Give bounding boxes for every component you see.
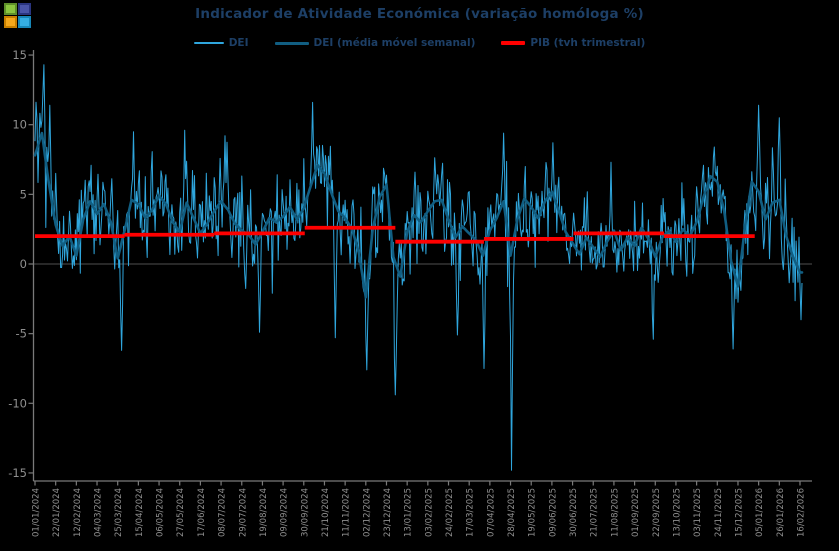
y-tick-label: 10: [12, 118, 27, 132]
x-tick-label: 19/05/2025: [528, 488, 538, 537]
x-tick-label: 08/07/2024: [218, 488, 228, 537]
x-tick-label: 01/09/2025: [631, 488, 641, 537]
x-tick-label: 19/08/2024: [259, 488, 269, 537]
x-tick-label: 22/09/2025: [652, 488, 662, 537]
x-tick-label: 16/02/2026: [797, 488, 807, 537]
app-icon-square-blue: [18, 3, 31, 15]
x-tick-label: 28/04/2025: [507, 488, 517, 537]
dei-moving-average-line: [33, 131, 804, 299]
y-tick-label: -10: [8, 396, 27, 410]
x-tick-label: 21/10/2024: [321, 488, 331, 537]
legend-item-dei: DEI: [193, 37, 249, 49]
x-tick-label: 09/06/2025: [548, 488, 558, 537]
x-tick-label: 27/05/2024: [176, 488, 186, 537]
chart-legend: DEI DEI (média móvel semanal) PIB (tvh t…: [0, 37, 839, 49]
x-tick-label: 17/06/2024: [197, 488, 207, 537]
x-tick-label: 11/08/2025: [610, 488, 620, 537]
x-tick-label: 30/09/2024: [300, 488, 310, 537]
x-tick-label: 06/05/2024: [156, 488, 166, 537]
app-icon-square-orange: [4, 16, 17, 28]
x-tick-label: 12/02/2024: [73, 488, 83, 537]
y-tick-label: -5: [16, 327, 27, 341]
y-tick-label: 5: [20, 187, 27, 201]
app-icon: [4, 3, 32, 29]
x-tick-label: 03/11/2025: [693, 488, 703, 537]
pib-quarterly-line: [35, 225, 755, 244]
x-tick-label: 24/11/2025: [714, 488, 724, 537]
x-tick-label: 22/01/2024: [52, 488, 62, 537]
legend-label-dei: DEI: [228, 37, 249, 49]
y-axis-ticks: 15 10 5 0 -5 -10 -15: [8, 48, 34, 480]
x-tick-label: 26/01/2026: [776, 488, 786, 537]
legend-label-pib: PIB (tvh trimestral): [530, 37, 646, 49]
y-tick-label: 0: [20, 257, 27, 271]
legend-label-dei-ma: DEI (média móvel semanal): [313, 37, 476, 49]
x-tick-label: 09/09/2024: [280, 488, 290, 537]
x-tick-label: 13/01/2025: [404, 488, 414, 537]
x-tick-label: 17/03/2025: [466, 488, 476, 537]
x-tick-label: 24/02/2025: [445, 488, 455, 537]
x-tick-label: 23/12/2024: [383, 488, 393, 537]
x-tick-label: 02/12/2024: [362, 488, 372, 537]
legend-item-pib: PIB (tvh trimestral): [501, 37, 645, 49]
x-tick-label: 29/07/2024: [238, 488, 248, 537]
x-tick-label: 21/07/2025: [590, 488, 600, 537]
x-tick-label: 25/03/2024: [114, 488, 124, 537]
x-tick-label: 11/11/2024: [342, 488, 352, 537]
dei-daily-line: [34, 64, 803, 471]
x-tick-label: 30/06/2025: [569, 488, 579, 537]
axes: [32, 50, 812, 482]
x-tick-label: 01/01/2024: [32, 488, 42, 537]
legend-line-sample-dei-ma: [274, 41, 309, 45]
app-icon-square-green: [4, 3, 17, 15]
x-tick-label: 15/12/2025: [734, 488, 744, 537]
y-tick-label: 15: [12, 48, 27, 62]
x-tick-label: 04/03/2024: [94, 488, 104, 537]
legend-item-dei-ma: DEI (média móvel semanal): [274, 37, 476, 49]
x-tick-label: 15/04/2024: [135, 488, 145, 537]
legend-line-sample-pib: [501, 41, 526, 45]
x-tick-label: 07/04/2025: [486, 488, 496, 537]
x-axis-ticks: 01/01/2024 22/01/2024 12/02/2024 04/03/2024…: [32, 481, 807, 537]
app-icon-square-cyan: [18, 16, 31, 28]
x-tick-label: 13/10/2025: [672, 488, 682, 537]
legend-line-sample-dei: [193, 42, 224, 44]
x-tick-label: 03/02/2025: [424, 488, 434, 537]
x-tick-label: 05/01/2026: [755, 488, 765, 537]
y-tick-label: -15: [8, 466, 27, 480]
chart-title: Indicador de Atividade Económica (variaç…: [195, 6, 644, 22]
